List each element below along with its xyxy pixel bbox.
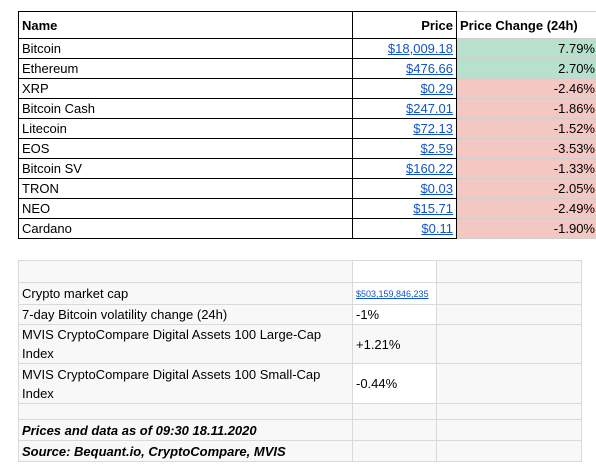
table-row: Ethereum $476.66 2.70% [18, 58, 596, 79]
coin-price-cell: $0.03 [352, 178, 457, 199]
coin-price-change: -2.49% [456, 198, 596, 219]
coin-price-cell: $0.11 [352, 218, 457, 239]
coin-price-link[interactable]: $15.71 [413, 201, 453, 216]
small-cap-value: -0.44% [352, 363, 437, 404]
crypto-price-table: Name Price Price Change (24h) Bitcoin $18… [18, 11, 596, 239]
header-price: Price [352, 11, 457, 39]
table-row: Bitcoin SV $160.22 -1.33% [18, 158, 596, 179]
coin-price-change: -3.53% [456, 138, 596, 159]
coin-price-cell: $247.01 [352, 98, 457, 119]
table-row: NEO $15.71 -2.49% [18, 198, 596, 219]
coin-price-link[interactable]: $18,009.18 [387, 41, 453, 56]
large-cap-row: MVIS CryptoCompare Digital Assets 100 La… [18, 324, 582, 364]
coin-price-cell: $160.22 [352, 158, 457, 179]
coin-price-change: -1.52% [456, 118, 596, 139]
coin-price-link[interactable]: $247.01 [406, 101, 453, 116]
footer-source: Source: Bequant.io, CryptoCompare, MVIS [18, 440, 353, 462]
coin-name: EOS [18, 138, 353, 159]
table-row: Litecoin $72.13 -1.52% [18, 118, 596, 139]
coin-price-change: -2.46% [456, 78, 596, 99]
coin-name: XRP [18, 78, 353, 99]
coin-price-cell: $2.59 [352, 138, 457, 159]
table-row: EOS $2.59 -3.53% [18, 138, 596, 159]
footer-source-row: Source: Bequant.io, CryptoCompare, MVIS [18, 440, 582, 462]
spacer-row [18, 403, 582, 420]
volatility-value: -1% [352, 304, 437, 325]
coin-price-link[interactable]: $0.03 [420, 181, 453, 196]
coin-price-cell: $0.29 [352, 78, 457, 99]
coin-price-cell: $18,009.18 [352, 38, 457, 59]
footer-date: Prices and data as of 09:30 18.11.2020 [18, 419, 353, 441]
table-row: Bitcoin Cash $247.01 -1.86% [18, 98, 596, 119]
header-name: Name [18, 11, 353, 39]
table-row: Cardano $0.11 -1.90% [18, 218, 596, 239]
spacer-row [18, 260, 582, 283]
volatility-row: 7-day Bitcoin volatility change (24h) -1… [18, 304, 582, 325]
coin-price-link[interactable]: $160.22 [406, 161, 453, 176]
coin-price-change: -2.05% [456, 178, 596, 199]
table-row: TRON $0.03 -2.05% [18, 178, 596, 199]
coin-price-change: -1.86% [456, 98, 596, 119]
coin-name: Litecoin [18, 118, 353, 139]
header-price-change: Price Change (24h) [456, 11, 596, 39]
table-row: XRP $0.29 -2.46% [18, 78, 596, 99]
market-cap-link[interactable]: $503,159,846,235 [356, 289, 429, 299]
coin-price-change: 7.79% [456, 38, 596, 59]
footer-date-row: Prices and data as of 09:30 18.11.2020 [18, 419, 582, 441]
coin-price-cell: $15.71 [352, 198, 457, 219]
large-cap-label: MVIS CryptoCompare Digital Assets 100 La… [18, 324, 353, 364]
coin-price-link[interactable]: $72.13 [413, 121, 453, 136]
coin-name: Bitcoin Cash [18, 98, 353, 119]
coin-name: Bitcoin SV [18, 158, 353, 179]
coin-price-change: 2.70% [456, 58, 596, 79]
coin-name: Ethereum [18, 58, 353, 79]
volatility-label: 7-day Bitcoin volatility change (24h) [18, 304, 353, 325]
coin-price-link[interactable]: $0.29 [420, 81, 453, 96]
market-cap-row: Crypto market cap $503,159,846,235 [18, 282, 582, 305]
coin-name: Bitcoin [18, 38, 353, 59]
large-cap-value: +1.21% [352, 324, 437, 364]
market-cap-label: Crypto market cap [18, 282, 353, 305]
coin-name: TRON [18, 178, 353, 199]
table-row: Bitcoin $18,009.18 7.79% [18, 38, 596, 59]
coin-name: NEO [18, 198, 353, 219]
small-cap-row: MVIS CryptoCompare Digital Assets 100 Sm… [18, 363, 582, 404]
coin-price-link[interactable]: $2.59 [420, 141, 453, 156]
coin-price-link[interactable]: $476.66 [406, 61, 453, 76]
coin-price-change: -1.33% [456, 158, 596, 179]
coin-name: Cardano [18, 218, 353, 239]
small-cap-label: MVIS CryptoCompare Digital Assets 100 Sm… [18, 363, 353, 404]
table-header-row: Name Price Price Change (24h) [18, 11, 596, 39]
market-stats-table: Crypto market cap $503,159,846,235 7-day… [18, 260, 582, 462]
coin-price-link[interactable]: $0.11 [421, 221, 453, 236]
coin-price-cell: $72.13 [352, 118, 457, 139]
coin-price-cell: $476.66 [352, 58, 457, 79]
coin-price-change: -1.90% [456, 218, 596, 239]
